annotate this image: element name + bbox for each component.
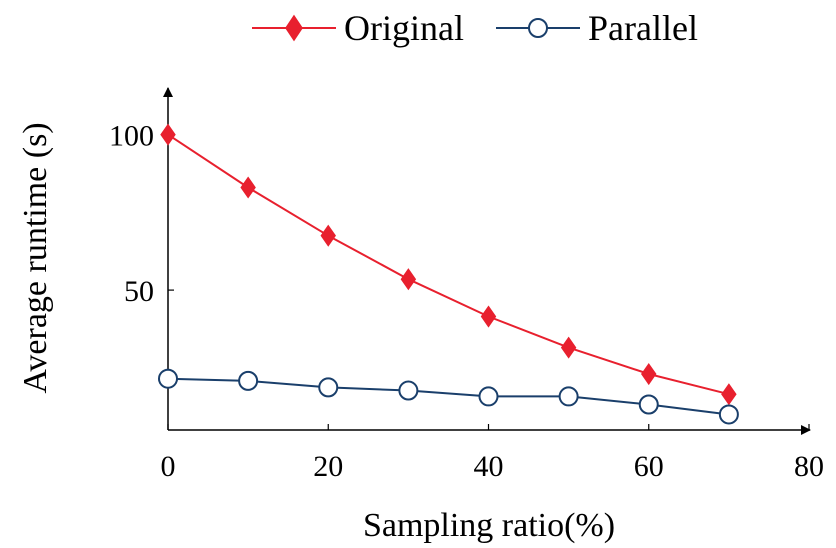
- legend-marker-original: [285, 14, 303, 42]
- data-point-original: [240, 176, 256, 199]
- data-point-parallel: [718, 404, 739, 425]
- series-line-parallel: [167, 377, 730, 416]
- series-layer: [158, 123, 739, 425]
- axes: [163, 87, 811, 435]
- data-point-parallel: [478, 386, 499, 407]
- data-point-original: [320, 224, 336, 247]
- series-original: [160, 123, 737, 406]
- x-tick-label: 40: [474, 450, 504, 483]
- x-tick-label: 0: [161, 450, 176, 483]
- x-tick-label: 60: [634, 450, 664, 483]
- legend-item-parallel: Parallel: [496, 8, 698, 48]
- y-tick-label: 50: [124, 275, 154, 308]
- data-point-original: [160, 123, 176, 146]
- data-point-original: [641, 362, 657, 386]
- y-tick-label: 100: [109, 120, 154, 153]
- data-point-original: [480, 305, 497, 328]
- x-ticks: 0 20 40 60 80: [161, 424, 824, 483]
- x-axis-title: Sampling ratio(%): [363, 507, 615, 544]
- data-point-parallel: [158, 368, 178, 389]
- x-tick-label: 80: [794, 450, 824, 483]
- legend-item-original: Original: [252, 8, 464, 48]
- y-ticks: 50 100: [109, 120, 174, 308]
- data-point-parallel: [318, 377, 339, 398]
- legend-label-parallel: Parallel: [588, 8, 698, 48]
- legend-label-original: Original: [344, 8, 464, 48]
- legend: Original Parallel: [252, 8, 698, 48]
- y-axis-title: Average runtime (s): [17, 122, 54, 393]
- series-parallel: [158, 368, 739, 425]
- data-point-original: [400, 268, 417, 291]
- data-point-parallel: [398, 380, 419, 401]
- series-line-original: [167, 133, 730, 396]
- x-tick-label: 20: [313, 450, 343, 483]
- data-point-original: [560, 336, 577, 359]
- data-point-original: [721, 383, 737, 406]
- data-point-parallel: [558, 386, 579, 407]
- legend-marker-parallel: [528, 18, 548, 38]
- data-point-parallel: [238, 370, 259, 391]
- data-point-parallel: [638, 394, 659, 415]
